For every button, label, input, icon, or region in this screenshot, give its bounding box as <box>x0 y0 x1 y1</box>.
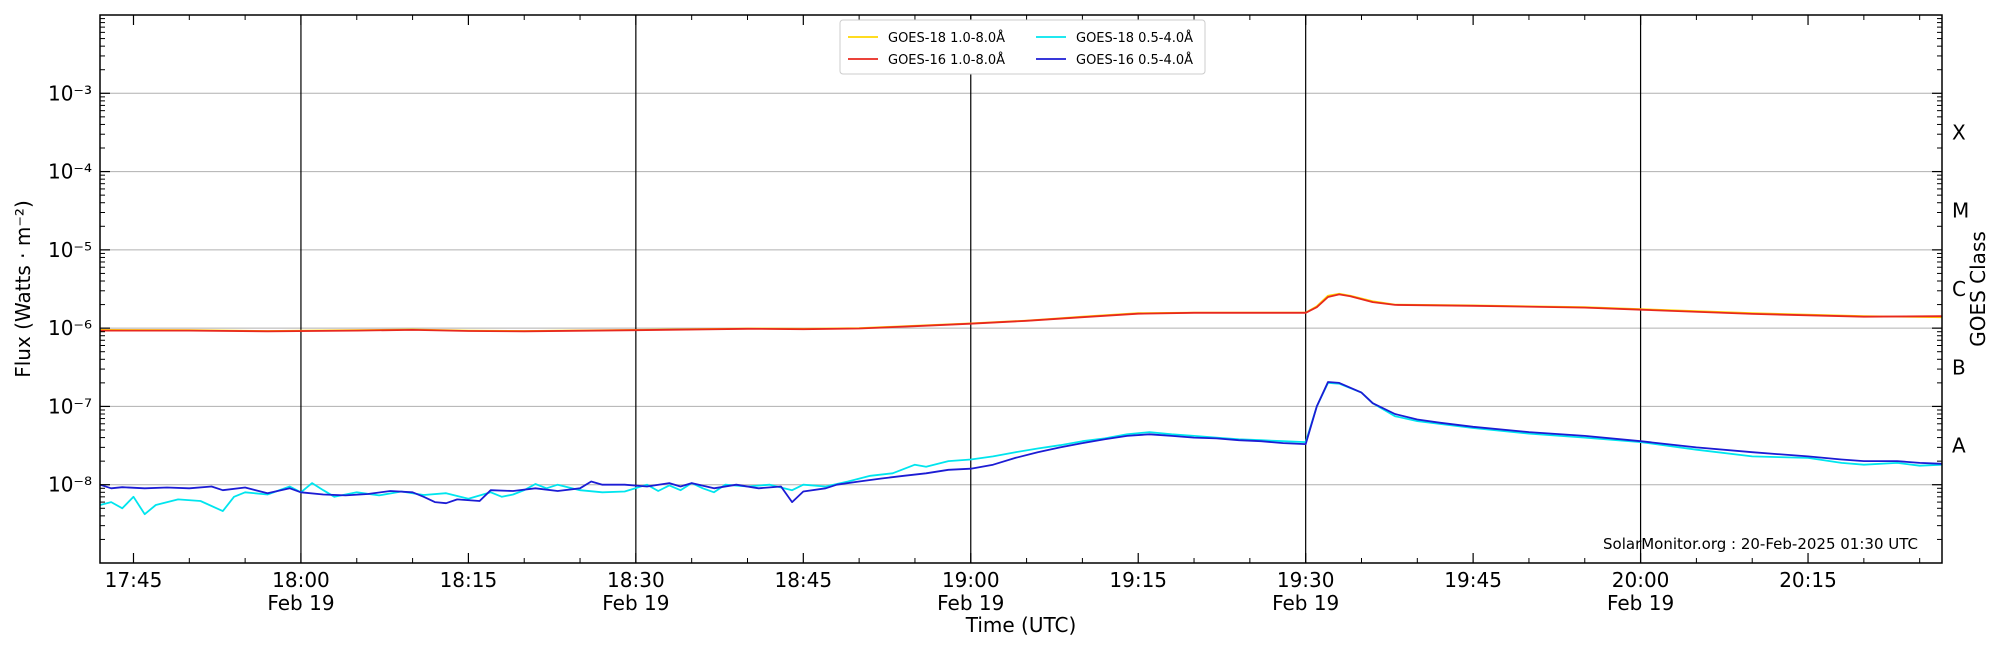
goes-class-A: A <box>1952 434 1966 458</box>
y-tick-label: 10⁻⁶ <box>48 316 92 340</box>
grid-lines <box>100 92 1942 486</box>
x-tick-label: 17:45 <box>105 568 163 592</box>
x-tick-date-label: Feb 19 <box>937 591 1004 615</box>
x-tick-date-label: Feb 19 <box>1607 591 1674 615</box>
credit-text: SolarMonitor.org : 20-Feb-2025 01:30 UTC <box>1603 535 1918 553</box>
x-tick-date-label: Feb 19 <box>1272 591 1339 615</box>
legend-label: GOES-16 1.0-8.0Å <box>888 52 1005 68</box>
right-axis-title: GOES Class <box>1966 231 1990 347</box>
series-line-3 <box>99 382 1943 516</box>
y-tick-label: 10⁻⁵ <box>48 238 92 262</box>
x-tick-label: 20:00 <box>1612 568 1670 592</box>
x-tick-label: 19:30 <box>1277 568 1335 592</box>
x-tick-label: 18:30 <box>607 568 665 592</box>
y-tick-label: 10⁻³ <box>48 81 92 105</box>
x-tick-date-label: Feb 19 <box>602 591 669 615</box>
x-tick-label: 20:15 <box>1779 568 1837 592</box>
x-tick-label: 19:15 <box>1109 568 1167 592</box>
plot-background <box>100 15 1942 563</box>
legend-label: GOES-16 0.5-4.0Å <box>1076 52 1193 68</box>
x-tick-label: 18:45 <box>774 568 832 592</box>
y-axis-ticks: 10⁻³ 10⁻⁴ 10⁻⁵ 10⁻⁶ 10⁻⁷ 10⁻⁸ <box>48 18 1942 540</box>
y-axis-title: Flux (Watts · m⁻²) <box>11 200 35 378</box>
goes-class-B: B <box>1952 355 1966 379</box>
x-axis-title: Time (UTC) <box>965 613 1077 637</box>
goes-class-X: X <box>1952 120 1966 144</box>
legend-label: GOES-18 1.0-8.0Å <box>888 30 1005 46</box>
x-tick-label: 19:00 <box>942 568 1000 592</box>
series-lines <box>99 292 1943 516</box>
x-tick-label: 18:00 <box>272 568 330 592</box>
y-tick-label: 10⁻⁴ <box>48 160 92 184</box>
plot-frame <box>99 14 1943 564</box>
day-boundary-lines <box>300 15 1642 563</box>
y-tick-label: 10⁻⁸ <box>48 473 92 497</box>
x-tick-label: 18:15 <box>440 568 498 592</box>
legend: GOES-18 1.0-8.0Å GOES-16 1.0-8.0Å GOES-18 … <box>839 19 1206 75</box>
goes-class-C: C <box>1952 277 1966 301</box>
legend-label: GOES-18 0.5-4.0Å <box>1076 30 1193 46</box>
legend-box <box>839 19 1206 75</box>
x-tick-date-label: Feb 19 <box>267 591 334 615</box>
series-line-4 <box>99 381 1943 505</box>
series-line-2 <box>100 293 1943 333</box>
y-tick-label: 10⁻⁷ <box>48 394 92 418</box>
goes-class-M: M <box>1952 199 1969 223</box>
x-tick-label: 19:45 <box>1444 568 1502 592</box>
goes-class-labels: X M C B A <box>1952 120 1969 457</box>
